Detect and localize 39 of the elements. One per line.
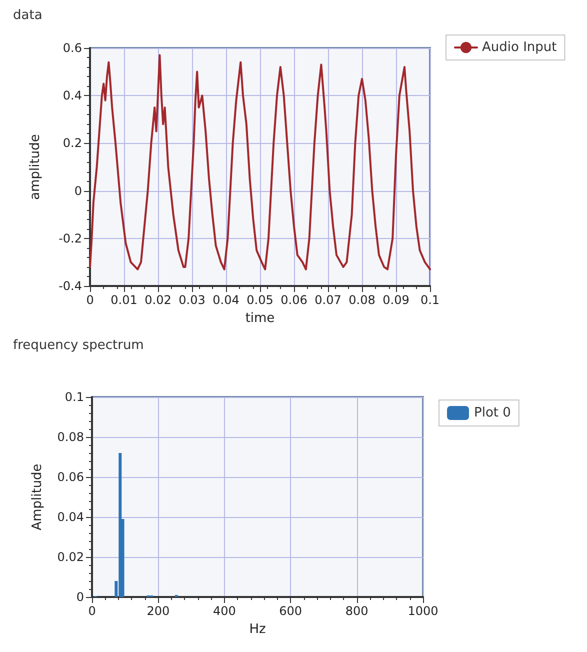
chart-title: data bbox=[13, 8, 42, 23]
legend-label: Plot 0 bbox=[474, 406, 511, 420]
y-tick-label: 0.1 bbox=[64, 390, 84, 404]
x-tick-label: 0.01 bbox=[110, 293, 138, 307]
y-tick-label: 0 bbox=[74, 184, 82, 198]
x-tick-label: 0 bbox=[86, 293, 94, 307]
legend-label: Audio Input bbox=[482, 40, 557, 55]
chart-title: frequency spectrum bbox=[13, 338, 144, 353]
y-tick-label: 0.4 bbox=[62, 88, 82, 103]
x-tick-label: 200 bbox=[146, 604, 170, 618]
y-tick-label: -0.4 bbox=[58, 279, 82, 293]
x-axis-title: time bbox=[245, 311, 275, 326]
y-tick-label: 0.02 bbox=[57, 550, 84, 564]
x-tick-label: 0 bbox=[88, 604, 96, 618]
x-tick-label: 0.1 bbox=[420, 293, 440, 307]
y-tick-label: 0.08 bbox=[57, 430, 84, 444]
y-axis-title: amplitude bbox=[28, 134, 43, 200]
line-series bbox=[89, 54, 431, 270]
x-tick-label: 400 bbox=[212, 604, 236, 618]
y-tick-label: -0.2 bbox=[58, 231, 82, 246]
x-tick-label: 800 bbox=[345, 604, 368, 618]
x-tick-label: 1000 bbox=[408, 604, 438, 618]
x-tick-label: 0.05 bbox=[246, 293, 274, 307]
bar bbox=[118, 453, 122, 597]
x-tick-label: 0.07 bbox=[314, 293, 342, 307]
x-tick-label: 0.02 bbox=[144, 293, 172, 307]
y-tick-label: 0 bbox=[76, 590, 84, 604]
x-tick-label: 0.06 bbox=[280, 293, 308, 307]
x-tick-label: 0.08 bbox=[348, 293, 376, 307]
y-tick-label: 0.06 bbox=[57, 470, 84, 484]
x-tick-label: 0.09 bbox=[382, 293, 410, 307]
x-tick-label: 0.03 bbox=[178, 293, 206, 307]
y-tick-label: 0.2 bbox=[62, 136, 82, 150]
x-tick-label: 0.04 bbox=[212, 293, 240, 307]
x-tick-label: 600 bbox=[279, 604, 302, 618]
y-tick-label: 0.04 bbox=[57, 510, 84, 524]
y-tick-label: 0.6 bbox=[62, 41, 82, 55]
y-axis-title: Amplitude bbox=[30, 464, 45, 530]
x-axis-title: Hz bbox=[249, 622, 266, 637]
